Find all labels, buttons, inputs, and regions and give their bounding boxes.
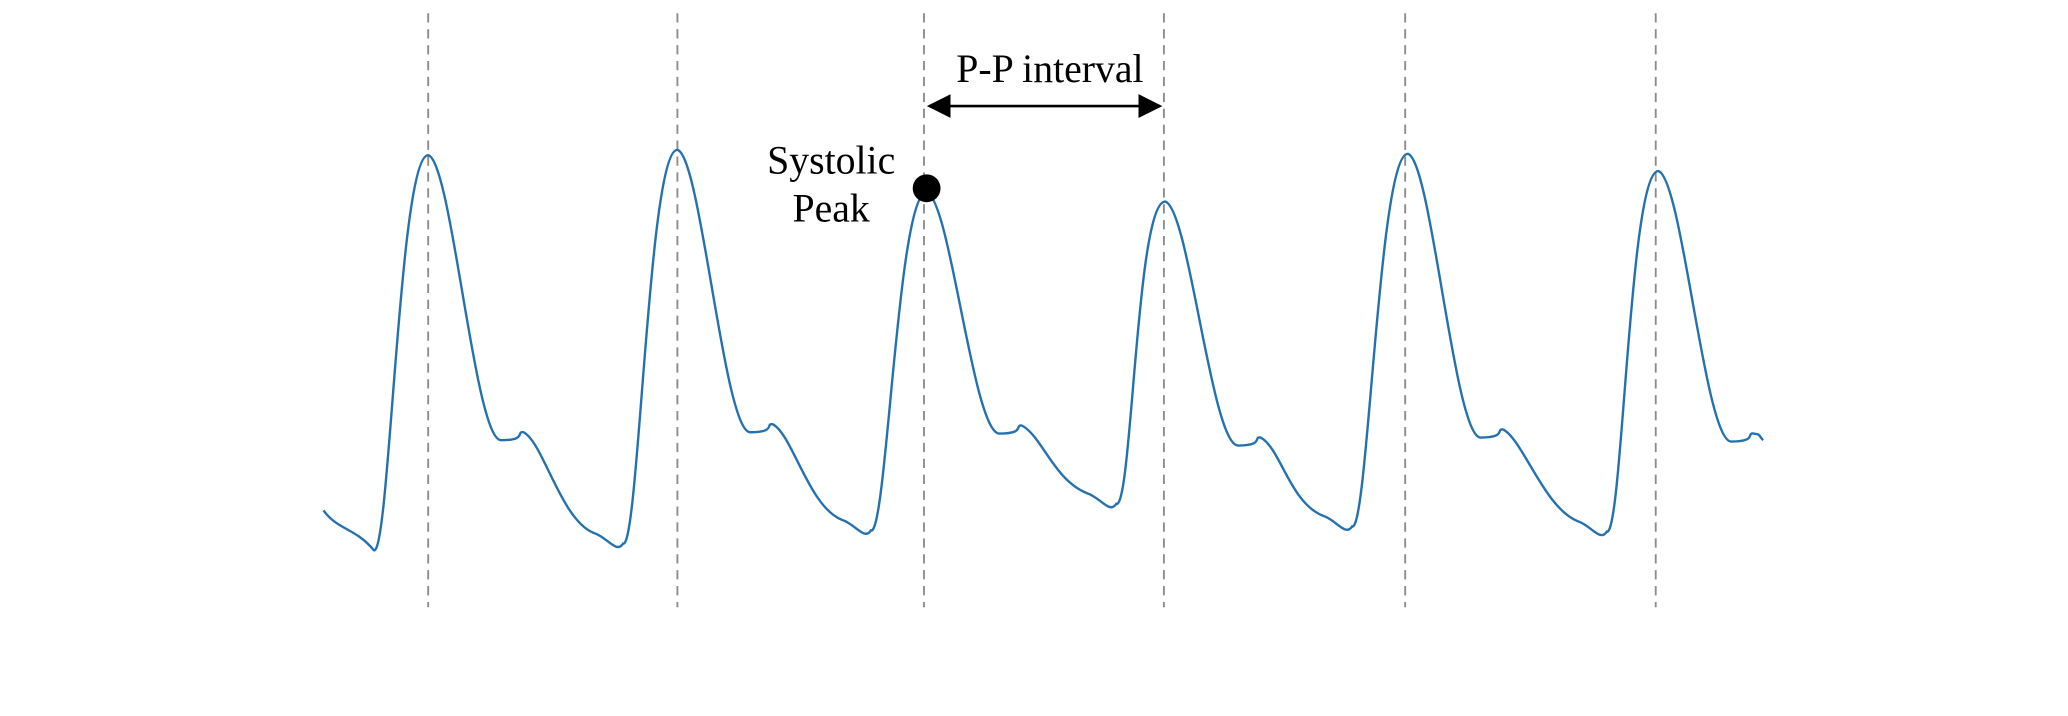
peak-guides — [427, 13, 1657, 608]
peak-label-line: Systolic — [767, 139, 895, 183]
interval-label: P-P interval — [956, 47, 1143, 91]
systolic-peak-dot — [912, 174, 941, 203]
peak-label-line: Peak — [793, 186, 870, 230]
ppg-waveform — [322, 148, 1764, 552]
